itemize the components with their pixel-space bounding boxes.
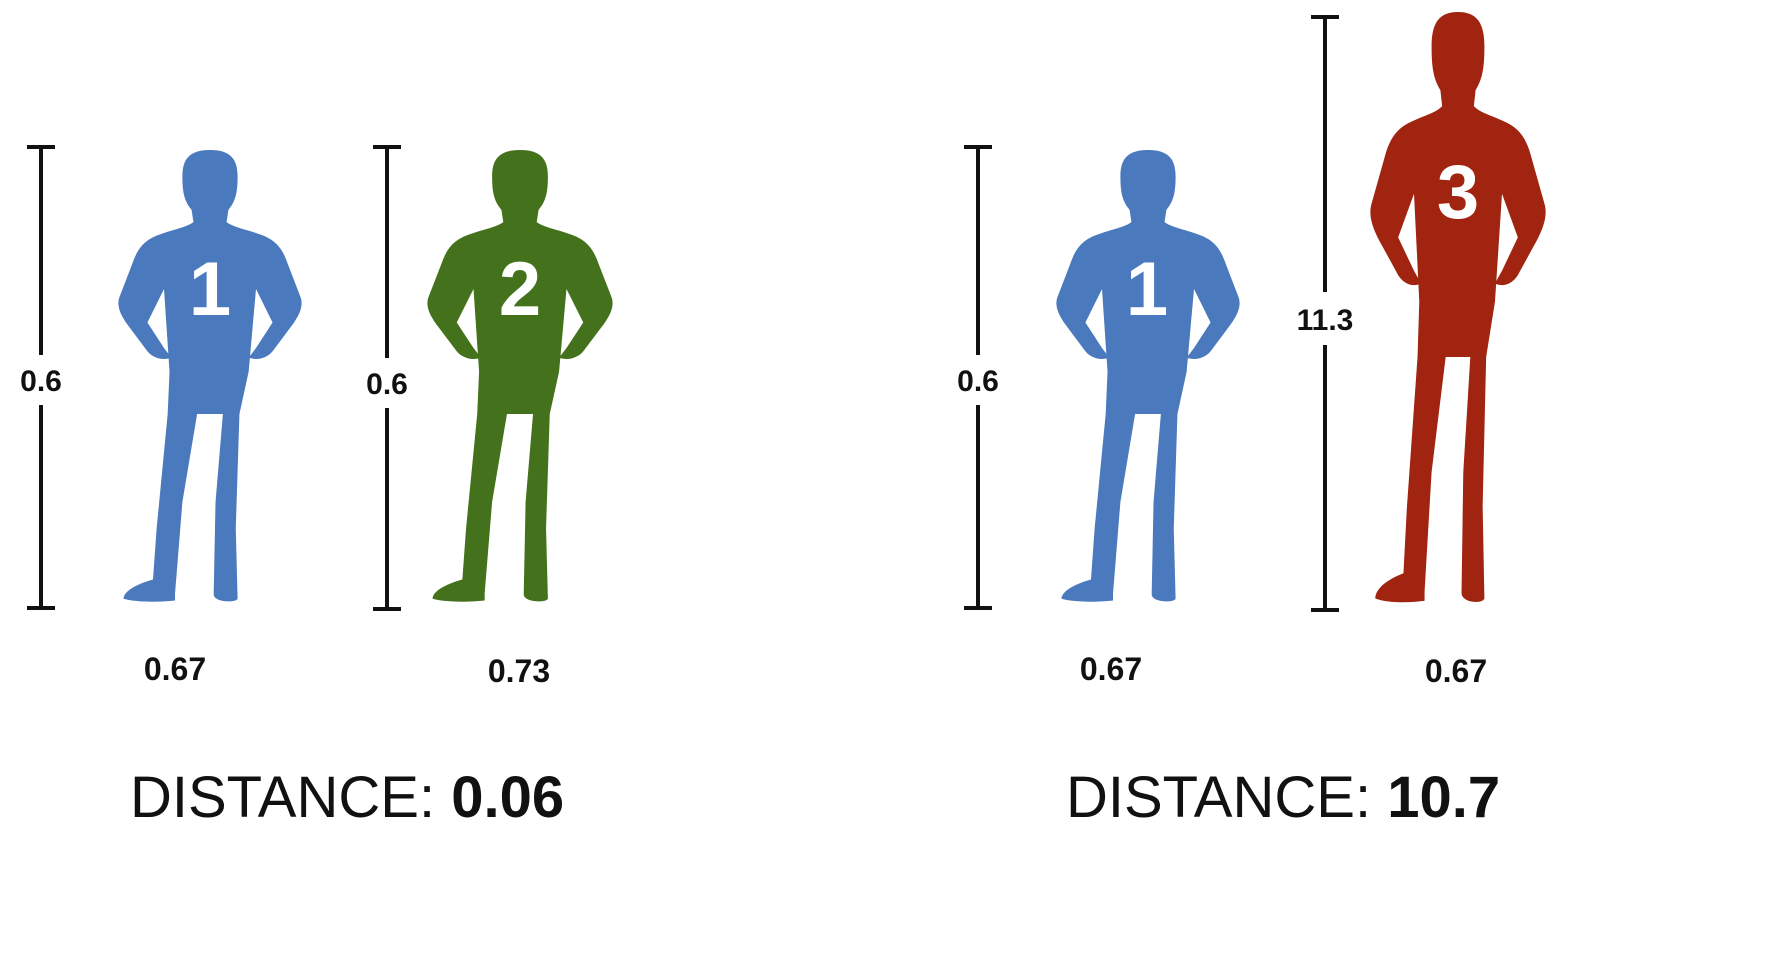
- person-2-figure: 2: [427, 150, 613, 602]
- person-number: 3: [1437, 150, 1479, 235]
- person-1-figure: 1: [1056, 150, 1240, 602]
- height-label: 0.6: [957, 365, 999, 398]
- person-1-figure: 1: [118, 150, 302, 602]
- person-silhouette: [1056, 150, 1240, 602]
- height-label: 0.6: [20, 365, 62, 398]
- distance-value: 10.7: [1387, 765, 1500, 830]
- height-bar-person-2: 0.6: [366, 145, 408, 611]
- person-silhouette: [118, 150, 302, 602]
- person-number: 1: [1126, 247, 1168, 332]
- height-bar-person-1: 0.6: [20, 145, 62, 610]
- person-silhouette: [1370, 12, 1546, 603]
- height-bar-person-3: 11.3: [1297, 15, 1354, 612]
- height-label: 11.3: [1297, 304, 1354, 337]
- height-bar-person-1: 0.6: [957, 145, 999, 610]
- width-label: 0.67: [144, 651, 206, 687]
- comparison-1: 0.6 1 0.67 0.6 2 0.73 DISTANCE: 0.06: [20, 145, 613, 830]
- comparison-2: 0.6 1 0.67 11.3 3 0.67 DISTANCE: 10.7: [957, 12, 1546, 830]
- distance-prefix: DISTANCE:: [1066, 765, 1371, 830]
- distance-result: DISTANCE: 10.7: [1066, 765, 1500, 830]
- distance-value: 0.06: [451, 765, 564, 830]
- height-label: 0.6: [366, 368, 408, 401]
- width-label: 0.67: [1080, 651, 1142, 687]
- distance-prefix: DISTANCE:: [130, 765, 435, 830]
- distance-result: DISTANCE: 0.06: [130, 765, 564, 830]
- person-number: 1: [189, 247, 231, 332]
- person-3-figure: 3: [1370, 12, 1546, 603]
- person-silhouette: [427, 150, 613, 602]
- width-label: 0.73: [488, 653, 550, 689]
- width-label: 0.67: [1425, 653, 1487, 689]
- person-number: 2: [499, 247, 541, 332]
